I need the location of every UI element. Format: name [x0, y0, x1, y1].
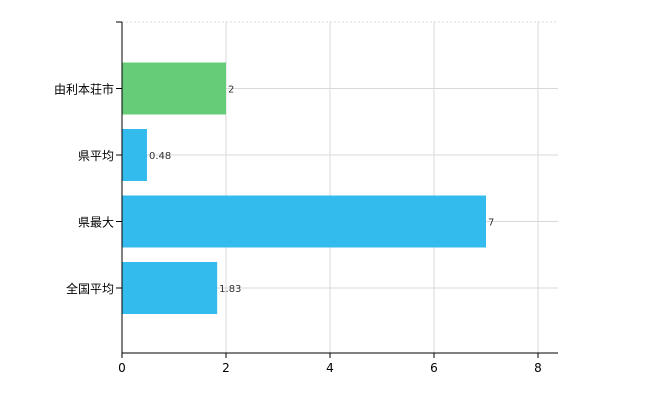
category-label: 全国平均: [66, 281, 114, 296]
x-tick-label: 6: [430, 361, 438, 375]
bar: [122, 262, 218, 314]
x-tick-label: 2: [222, 361, 230, 375]
category-label: 県平均: [78, 149, 114, 163]
category-label: 県最大: [78, 216, 114, 230]
data-label: 1.83: [219, 284, 241, 295]
axes: [116, 21, 558, 358]
data-label: 0.48: [149, 151, 171, 162]
data-label: 2: [228, 85, 234, 96]
bar: [122, 129, 147, 181]
category-label: 由利本荘市: [54, 82, 114, 97]
bars: [122, 62, 486, 314]
x-tick-label: 0: [118, 361, 126, 375]
labels: 0 2 4 6 8 2 由利本荘市 0.48 県平均 7 県最大 1.83 全国平均: [54, 82, 542, 376]
x-tick-label: 4: [326, 361, 334, 375]
bar: [122, 62, 226, 115]
data-label: 7: [488, 218, 494, 229]
x-tick-label: 8: [534, 361, 542, 375]
bar: [122, 195, 486, 248]
grid: [122, 21, 558, 353]
